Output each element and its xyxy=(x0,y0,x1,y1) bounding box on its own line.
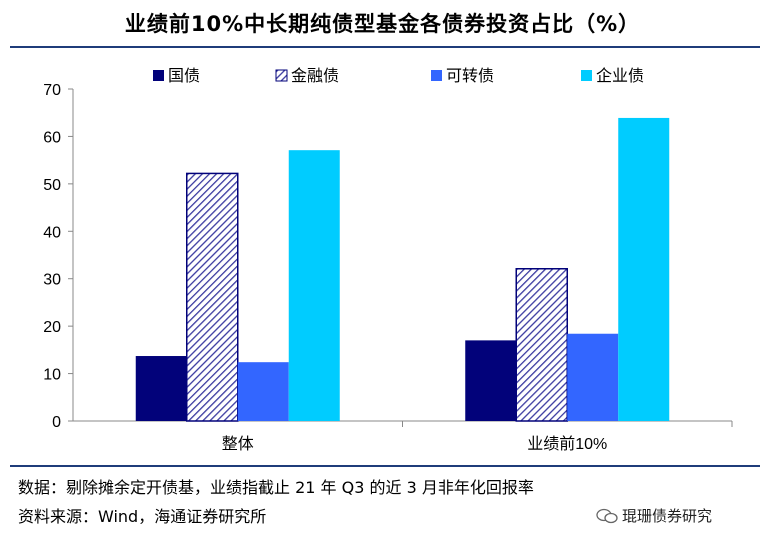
watermark: 琨珊债券研究 xyxy=(596,505,712,526)
bar xyxy=(135,356,187,421)
wechat-icon xyxy=(596,508,618,523)
y-tick-label: 10 xyxy=(43,367,61,384)
y-tick-label: 0 xyxy=(52,414,61,431)
y-tick-label: 40 xyxy=(43,224,61,241)
x-tick-label: 整体 xyxy=(222,435,254,453)
legend-label: 企业债 xyxy=(596,66,644,85)
data-note: 数据：剔除摊余定开债基，业绩指截止 21 年 Q3 的近 3 月非年化回报率 xyxy=(18,478,534,497)
legend-label: 金融债 xyxy=(291,66,339,85)
bar xyxy=(515,268,568,422)
watermark-text: 琨珊债券研究 xyxy=(622,507,713,525)
bar xyxy=(465,340,517,421)
bottom-rule xyxy=(10,465,760,467)
y-tick-label: 30 xyxy=(43,272,61,289)
bar xyxy=(237,362,289,421)
bar xyxy=(186,172,239,422)
legend-swatch xyxy=(153,70,164,81)
bar xyxy=(288,150,340,421)
bar-chart: 0 10 20 30 40 50 60 70 整体 业绩前10% 国债 金融债 可转债 企业债 xyxy=(43,66,733,453)
legend-label: 可转债 xyxy=(446,66,494,85)
y-tick-label: 50 xyxy=(43,177,61,194)
source-note: 资料来源：Wind，海通证券研究所 xyxy=(18,507,267,526)
x-tick-label: 业绩前10% xyxy=(527,435,607,453)
top-rule xyxy=(10,46,760,48)
y-tick-label: 70 xyxy=(43,82,61,99)
legend-swatch xyxy=(431,70,442,81)
legend-label: 国债 xyxy=(168,66,200,85)
y-tick-label: 60 xyxy=(43,129,61,146)
chart-title: 业绩前10%中长期纯债型基金各债券投资占比（%） xyxy=(124,12,641,36)
bar xyxy=(567,333,619,421)
y-tick-label: 20 xyxy=(43,319,61,336)
bar xyxy=(618,117,670,421)
legend-swatch xyxy=(275,69,288,82)
legend-swatch xyxy=(581,70,592,81)
